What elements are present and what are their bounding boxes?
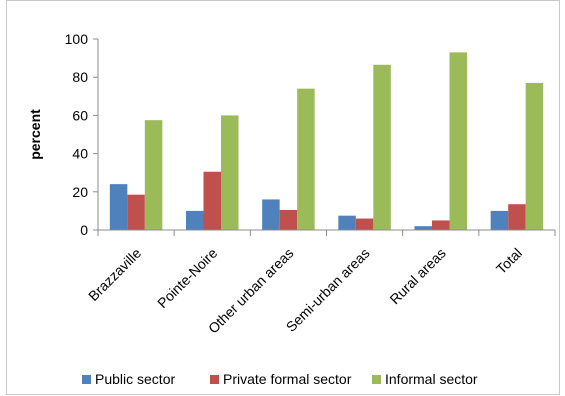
y-tick-label: 40 [72, 146, 88, 162]
bar-public-sector-brazzaville [109, 184, 128, 230]
bar-public-sector-other-urban-areas [262, 199, 280, 230]
bar-private-formal-sector-brazzaville [127, 194, 145, 230]
bar-private-formal-sector-pointe-noire [203, 171, 221, 230]
bar-public-sector-pointe-noire [186, 210, 204, 230]
x-category-label: Semi-urban areas [283, 245, 373, 335]
bar-informal-sector-other-urban-areas [297, 88, 315, 230]
legend-swatch-public-sector [82, 375, 91, 384]
y-tick-label: 60 [72, 107, 88, 123]
bar-public-sector-semi-urban-areas [338, 215, 356, 230]
y-tick-label: 80 [72, 69, 88, 85]
y-tick-label: 20 [72, 184, 88, 200]
bar-informal-sector-total [525, 82, 544, 231]
legend-swatch-private-formal-sector [210, 375, 219, 384]
x-category-label: Brazzaville [85, 245, 144, 304]
bar-public-sector-total [490, 210, 509, 230]
y-tick-label: 0 [80, 222, 88, 238]
legend-label-public-sector: Public sector [95, 371, 175, 387]
bar-private-formal-sector-total [508, 204, 526, 230]
legend-label-informal-sector: Informal sector [385, 371, 478, 387]
legend-label-private-formal-sector: Private formal sector [223, 371, 352, 387]
bar-informal-sector-semi-urban-areas [373, 64, 391, 230]
bar-private-formal-sector-semi-urban-areas [355, 218, 374, 230]
bar-informal-sector-rural-areas [449, 52, 467, 231]
bar-informal-sector-pointe-noire [221, 115, 239, 230]
x-category-label: Rural areas [386, 245, 448, 307]
legend-swatch-informal-sector [372, 375, 381, 384]
y-tick-label: 100 [65, 31, 89, 47]
x-category-label: Pointe-Noire [154, 245, 220, 311]
bar-informal-sector-brazzaville [144, 120, 163, 230]
bar-private-formal-sector-rural-areas [432, 220, 450, 230]
bar-private-formal-sector-other-urban-areas [279, 209, 298, 230]
x-category-label: Total [493, 245, 525, 277]
bar-public-sector-rural-areas [414, 226, 432, 230]
y-axis-title: percent [27, 109, 43, 160]
